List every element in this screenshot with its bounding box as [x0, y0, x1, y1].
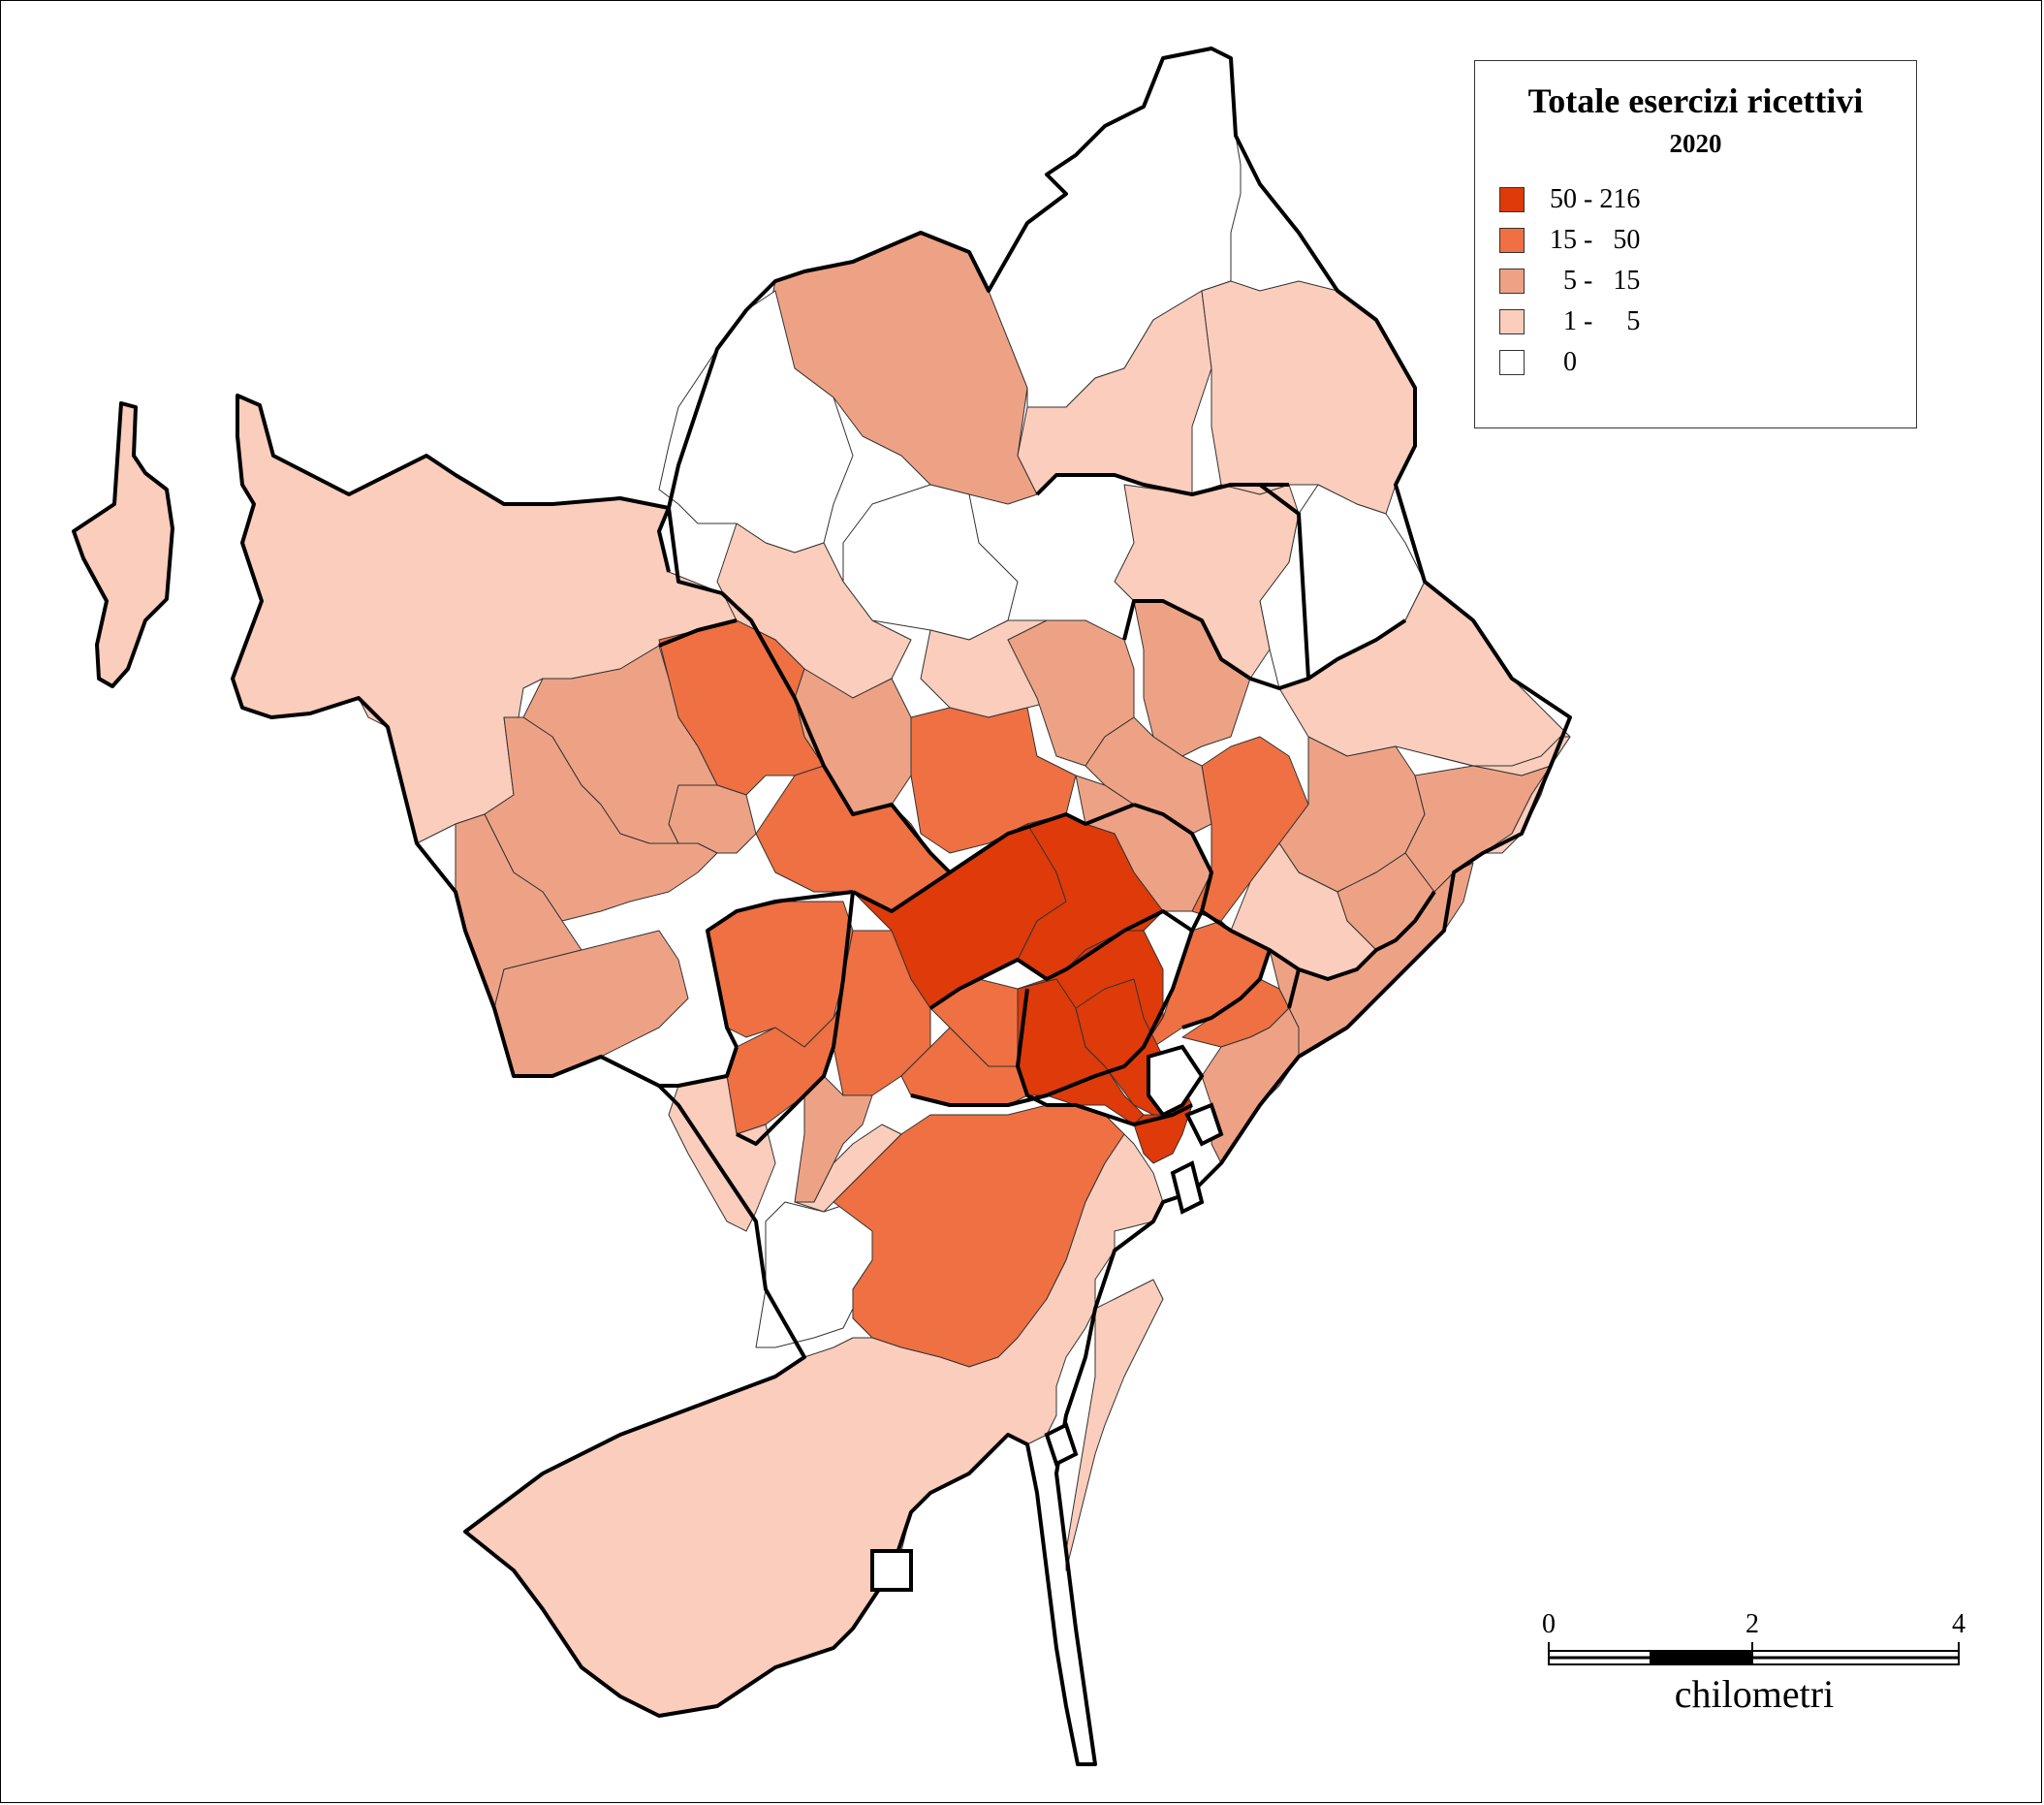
- district-northeast-pink-2: [1201, 280, 1416, 515]
- legend-swatch: [1499, 228, 1525, 253]
- district-sant-marti-2: [1404, 765, 1552, 893]
- legend-year: 2020: [1669, 129, 1722, 158]
- district-sants-pink: [668, 1075, 776, 1232]
- legend-title: Totale esercizi ricettivi: [1527, 81, 1864, 120]
- boundary-q: [1258, 483, 1310, 680]
- boundary-n: [1287, 968, 1301, 1009]
- pier-5: [870, 1549, 913, 1592]
- pier-4: [1044, 1422, 1079, 1467]
- legend-swatch: [1499, 187, 1525, 212]
- legend-swatch: [1499, 269, 1525, 294]
- legend-item: 50 - 216: [1499, 184, 1641, 214]
- scale-bar: [1548, 1642, 1960, 1665]
- boundary-h: [706, 890, 854, 1048]
- boundary-j: [910, 930, 1194, 1107]
- boundary-m: [1268, 890, 1436, 981]
- legend-item: 0: [1499, 347, 1577, 377]
- boundary-c: [1122, 599, 1407, 690]
- boundary-f: [852, 871, 952, 913]
- district-les-corts-1: [484, 716, 718, 922]
- district-west-island: [73, 402, 173, 687]
- legend-label: 0: [1550, 347, 1577, 377]
- port-piers: [870, 1044, 1224, 1592]
- legend-label: 50 - 216: [1550, 184, 1641, 214]
- district-boundaries: [72, 47, 1572, 1766]
- scale-tick-label: 4: [1952, 1609, 1965, 1639]
- scale-tick-label: 0: [1542, 1609, 1556, 1639]
- pier-3: [1170, 1160, 1205, 1215]
- boundary-g: [736, 891, 855, 1146]
- pier-1: [1147, 1044, 1205, 1118]
- boundary-a: [667, 507, 1135, 874]
- scale-tick-label: 2: [1745, 1609, 1759, 1639]
- legend-label: 15 - 50: [1550, 225, 1641, 255]
- district-sarria-4: [668, 784, 757, 854]
- scale-bar-labels: 0 2 4 chilometri: [1541, 1609, 1967, 1726]
- boundary-d: [1133, 803, 1233, 933]
- legend-label: 1 - 5: [1550, 306, 1641, 336]
- boundary-k: [1016, 988, 1193, 1126]
- legend-item: 1 - 5: [1499, 306, 1641, 336]
- pier-2: [1184, 1102, 1224, 1147]
- districts: [73, 48, 1571, 1717]
- scale-unit: chilometri: [1674, 1672, 1835, 1716]
- boundary-i: [928, 909, 1204, 1010]
- district-nou-barris-pink: [1114, 484, 1300, 680]
- boundary-p: [657, 507, 671, 573]
- legend-item: 15 - 50: [1499, 225, 1641, 255]
- legend-swatch: [1499, 309, 1525, 334]
- district-zona-franca-white: [755, 1201, 873, 1348]
- boundary-e: [658, 618, 738, 648]
- boundary-o: [600, 1046, 739, 1088]
- boundary-l: [1181, 929, 1272, 1029]
- map-legend: Totale esercizi ricettivi 2020 50 - 216 …: [1474, 60, 1917, 428]
- district-port-strip: [1065, 1279, 1164, 1571]
- legend-label: 5 - 15: [1550, 266, 1641, 296]
- legend-swatch: [1499, 350, 1525, 375]
- district-gracia-orange: [910, 707, 1077, 854]
- legend-item: 5 - 15: [1499, 266, 1641, 296]
- city-outline-west: [72, 401, 174, 688]
- boundary-b: [1035, 473, 1289, 496]
